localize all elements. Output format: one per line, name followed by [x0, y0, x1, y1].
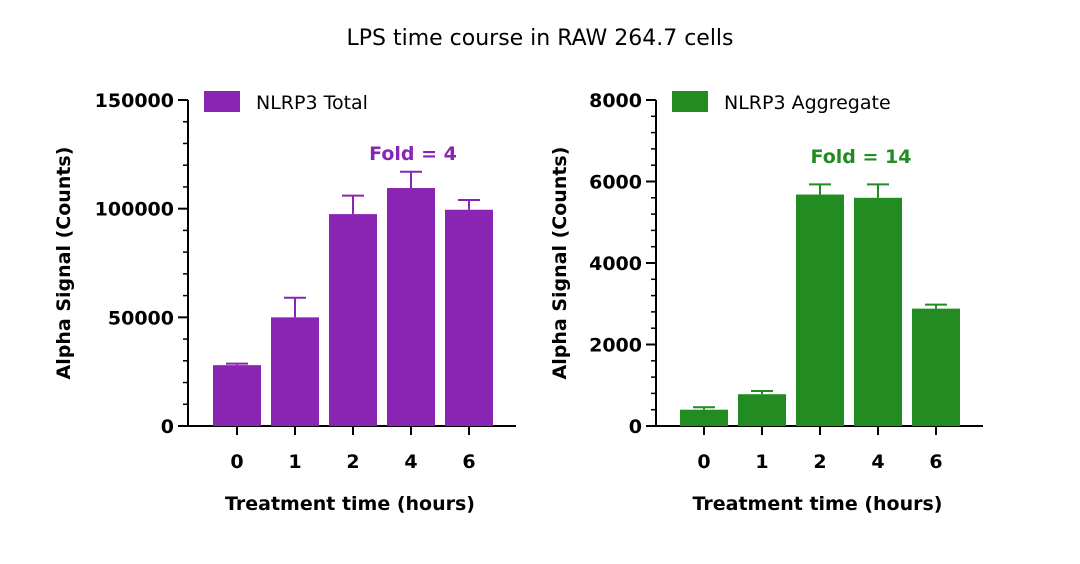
- total-x-tick-label: 1: [288, 451, 301, 473]
- total-bar: [329, 214, 377, 426]
- total-bar: [387, 188, 435, 426]
- aggregate-x-tick-label: 1: [755, 451, 768, 473]
- aggregate-x-tick-label: 6: [929, 451, 942, 473]
- aggregate-y-tick-label: 0: [629, 416, 642, 438]
- total-bar: [271, 317, 319, 426]
- total-x-axis-title: Treatment time (hours): [225, 493, 475, 515]
- total-fold-annotation: Fold = 4: [369, 143, 457, 165]
- aggregate-y-tick-label: 6000: [589, 172, 642, 194]
- aggregate-bar: [854, 197, 902, 426]
- total-bar: [445, 209, 493, 426]
- aggregate-y-axis-title: Alpha Signal (Counts): [549, 147, 571, 380]
- total-y-tick-label: 50000: [108, 307, 174, 329]
- aggregate-legend-swatch: [672, 91, 708, 112]
- total-legend-label: NLRP3 Total: [256, 92, 368, 114]
- aggregate-y-tick-label: 4000: [589, 253, 642, 275]
- total-y-tick-label: 0: [161, 416, 174, 438]
- aggregate-bar: [912, 308, 960, 426]
- aggregate-fold-annotation: Fold = 14: [811, 146, 912, 168]
- aggregate-x-tick-label: 4: [871, 451, 884, 473]
- figure-title: LPS time course in RAW 264.7 cells: [346, 26, 734, 51]
- aggregate-x-axis-title: Treatment time (hours): [693, 493, 943, 515]
- aggregate-bar: [796, 194, 844, 426]
- aggregate-y-tick-label: 2000: [589, 335, 642, 357]
- aggregate-legend-label: NLRP3 Aggregate: [724, 92, 891, 114]
- total-y-tick-label: 100000: [95, 199, 174, 221]
- total-y-tick-label: 150000: [95, 90, 174, 112]
- total-x-tick-label: 4: [404, 451, 417, 473]
- aggregate-x-tick-label: 2: [813, 451, 826, 473]
- total-legend-swatch: [204, 91, 240, 112]
- aggregate-y-tick-label: 8000: [589, 90, 642, 112]
- aggregate-x-tick-label: 0: [697, 451, 710, 473]
- total-x-tick-label: 2: [346, 451, 359, 473]
- total-x-tick-label: 6: [462, 451, 475, 473]
- total-x-tick-label: 0: [230, 451, 243, 473]
- total-y-axis-title: Alpha Signal (Counts): [53, 147, 75, 380]
- aggregate-bar: [738, 394, 786, 426]
- aggregate-bar: [680, 409, 728, 426]
- total-bar: [213, 365, 261, 426]
